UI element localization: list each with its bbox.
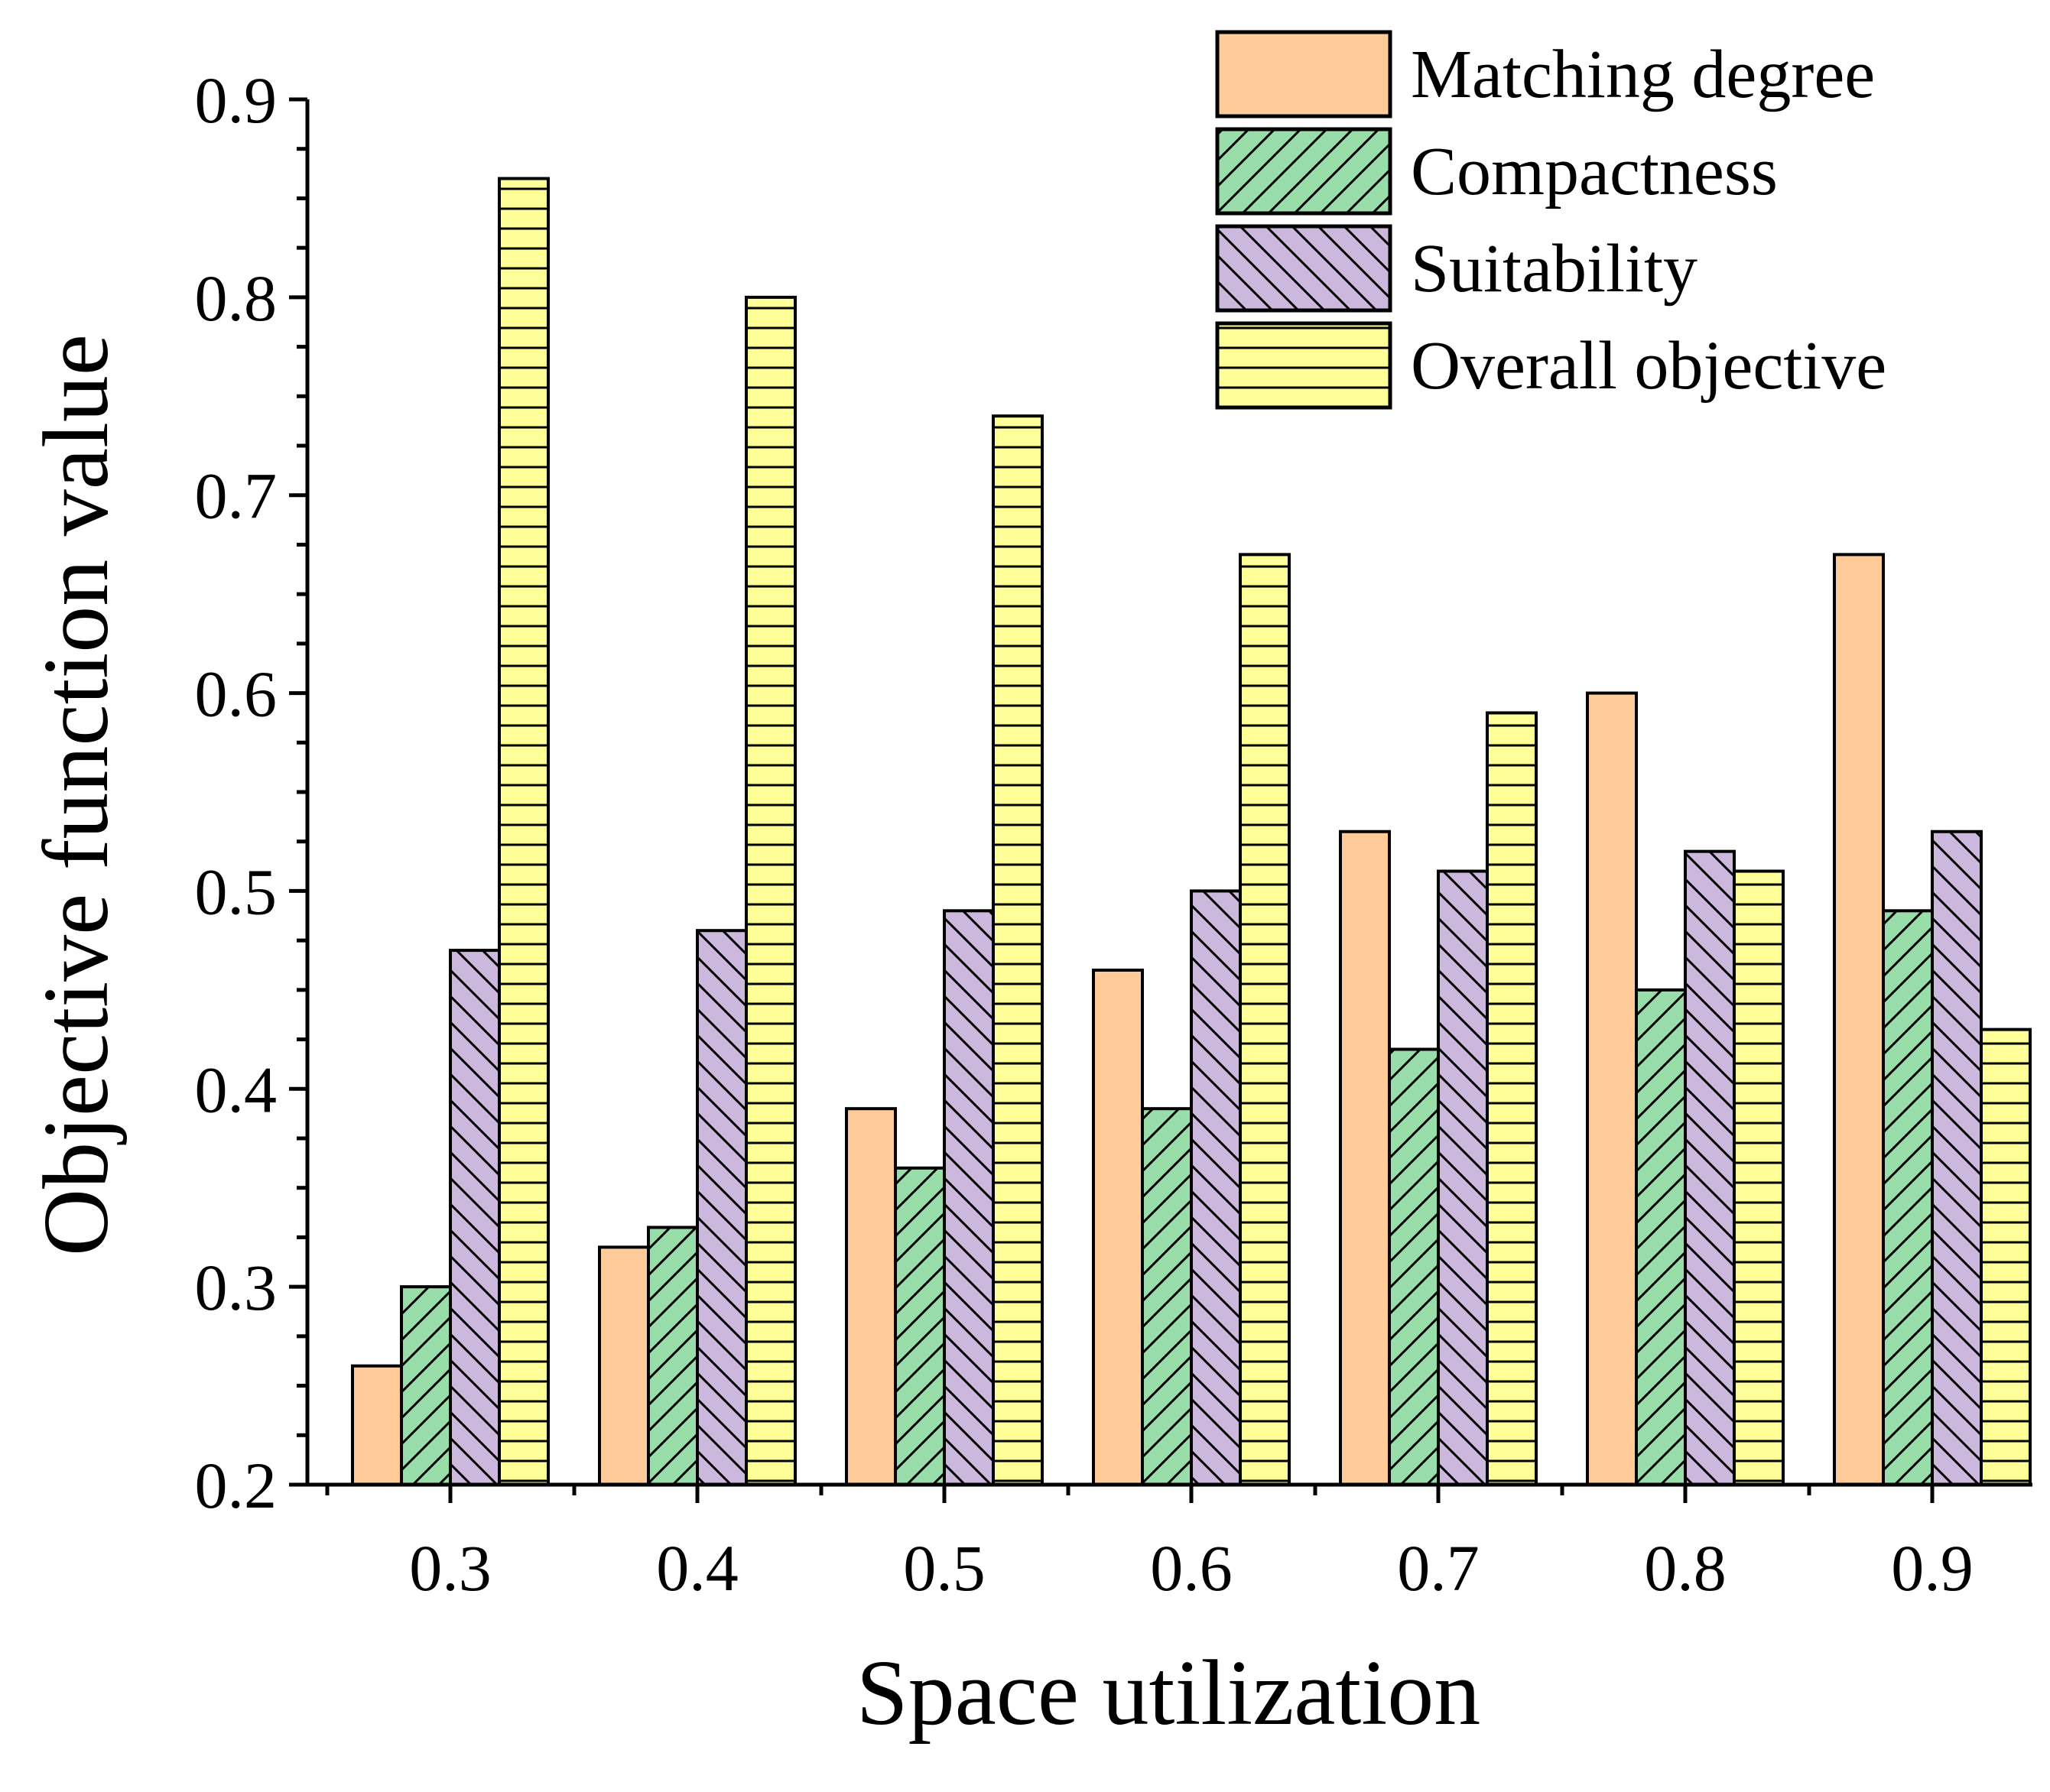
bar-overall-objective-0.7 bbox=[1486, 711, 1538, 1486]
bar-suitability-0.9 bbox=[1931, 829, 1983, 1487]
legend-swatch-matching-degree bbox=[1215, 30, 1392, 118]
bar-suitability-0.7 bbox=[1437, 869, 1489, 1486]
bar-matching-degree-0.7 bbox=[1339, 829, 1391, 1487]
bar-suitability-0.6 bbox=[1190, 889, 1242, 1486]
bar-suitability-0.4 bbox=[696, 929, 748, 1486]
legend-swatch-overall-objective bbox=[1215, 321, 1392, 410]
bar-overall-objective-0.5 bbox=[992, 414, 1044, 1487]
bar-compactness-0.9 bbox=[1882, 909, 1934, 1487]
y-tick-labels: 0.2 0.3 0.4 0.5 0.6 0.7 0.8 0.9 bbox=[195, 63, 278, 1522]
bar-matching-degree-0.3 bbox=[351, 1364, 403, 1486]
y-tick-label: 0.7 bbox=[195, 459, 278, 533]
legend-label-compactness: Compactness bbox=[1411, 134, 1778, 209]
legend-swatch-suitability bbox=[1215, 224, 1392, 313]
bar-compactness-0.7 bbox=[1388, 1047, 1440, 1486]
bar-matching-degree-0.9 bbox=[1833, 553, 1885, 1486]
y-tick-label: 0.6 bbox=[195, 657, 278, 731]
legend: Matching degree Compactness Suitability Ove… bbox=[1215, 30, 1886, 410]
x-tick-label: 0.5 bbox=[903, 1531, 986, 1605]
bar-compactness-0.5 bbox=[894, 1166, 946, 1487]
legend-label-suitability: Suitability bbox=[1411, 231, 1698, 307]
bar-overall-objective-0.3 bbox=[498, 177, 550, 1487]
x-tick-label: 0.8 bbox=[1644, 1531, 1727, 1605]
bar-suitability-0.3 bbox=[449, 949, 501, 1486]
y-tick-label: 0.8 bbox=[195, 261, 278, 335]
bar-matching-degree-0.4 bbox=[598, 1245, 650, 1487]
bar-overall-objective-0.6 bbox=[1239, 553, 1291, 1486]
y-tick-label: 0.2 bbox=[195, 1449, 278, 1522]
x-axis-title: Space utilization bbox=[856, 1641, 1480, 1745]
x-tick-label: 0.3 bbox=[409, 1531, 492, 1605]
bar-compactness-0.3 bbox=[400, 1285, 452, 1486]
x-tick-label: 0.9 bbox=[1891, 1531, 1974, 1605]
legend-swatch-compactness bbox=[1215, 127, 1392, 216]
legend-label-matching-degree: Matching degree bbox=[1411, 37, 1875, 112]
axes-group bbox=[289, 97, 2032, 1503]
bar-compactness-0.4 bbox=[647, 1226, 699, 1486]
bar-overall-objective-0.9 bbox=[1980, 1027, 2032, 1486]
bar-matching-degree-0.8 bbox=[1586, 691, 1638, 1486]
bar-compactness-0.6 bbox=[1141, 1107, 1193, 1486]
bar-suitability-0.8 bbox=[1684, 849, 1736, 1486]
bar-matching-degree-0.5 bbox=[845, 1107, 897, 1486]
y-axis-title: Objective function value bbox=[24, 334, 128, 1256]
y-tick-label: 0.3 bbox=[195, 1251, 278, 1324]
x-tick-label: 0.6 bbox=[1150, 1531, 1233, 1605]
bar-overall-objective-0.4 bbox=[745, 295, 797, 1486]
legend-label-overall-objective: Overall objective bbox=[1411, 328, 1886, 404]
y-tick-label: 0.4 bbox=[195, 1053, 278, 1126]
bars-group bbox=[351, 177, 2032, 1487]
y-tick-label: 0.9 bbox=[195, 63, 278, 137]
bar-suitability-0.5 bbox=[943, 909, 995, 1487]
x-tick-label: 0.4 bbox=[656, 1531, 739, 1605]
bar-compactness-0.8 bbox=[1635, 988, 1687, 1487]
x-tick-labels: 0.3 0.4 0.5 0.6 0.7 0.8 0.9 bbox=[409, 1531, 1974, 1605]
bar-overall-objective-0.8 bbox=[1733, 869, 1785, 1486]
x-tick-label: 0.7 bbox=[1397, 1531, 1480, 1605]
y-tick-label: 0.5 bbox=[195, 855, 278, 928]
bar-matching-degree-0.6 bbox=[1092, 968, 1144, 1486]
